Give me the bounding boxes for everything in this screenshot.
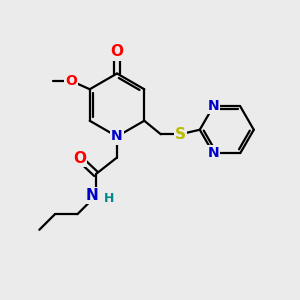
Text: S: S <box>175 127 186 142</box>
Text: N: N <box>111 130 123 143</box>
Text: H: H <box>104 191 115 205</box>
Text: N: N <box>208 99 219 113</box>
Text: O: O <box>65 74 77 88</box>
Text: O: O <box>110 44 124 59</box>
Text: O: O <box>73 151 86 166</box>
Text: N: N <box>208 146 219 160</box>
Text: N: N <box>111 130 123 143</box>
Text: N: N <box>86 188 99 203</box>
